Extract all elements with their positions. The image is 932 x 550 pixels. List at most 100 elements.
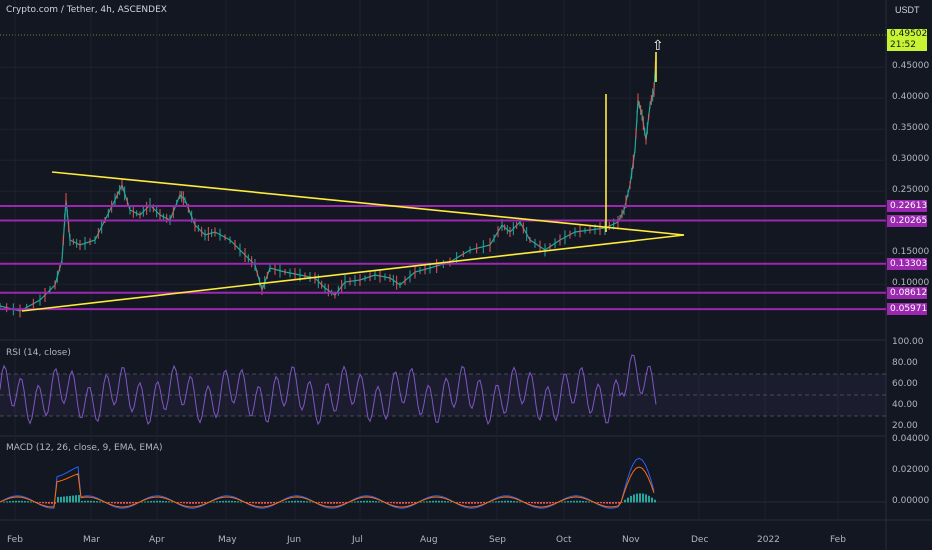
macd-histogram-bar (225, 500, 227, 503)
macd-histogram-bar (321, 502, 323, 504)
macd-histogram-bar (228, 500, 230, 503)
macd-histogram-bar (480, 502, 482, 504)
price-tick-label: 0.45000 (892, 61, 930, 72)
macd-histogram-bar (492, 501, 494, 503)
macd-histogram-bar (639, 493, 641, 503)
macd-histogram-bar (531, 502, 533, 504)
time-tick-label: Jun (287, 535, 302, 545)
macd-histogram-bar (615, 502, 617, 504)
macd-histogram-bar (609, 502, 611, 504)
macd-histogram-bar (111, 502, 113, 504)
macd-histogram-bar (336, 502, 338, 504)
macd-histogram-bar (543, 502, 545, 504)
macd-histogram-bar (66, 496, 68, 503)
macd-histogram-bar (255, 502, 257, 504)
macd-histogram-bar (342, 502, 344, 504)
macd-histogram-bar (405, 502, 407, 504)
macd-histogram-bar (303, 500, 305, 503)
macd-histogram-bar (141, 501, 143, 503)
macd-tick-label: 0.04000 (892, 434, 930, 444)
macd-histogram-bar (222, 500, 224, 503)
macd-histogram-bar (18, 500, 20, 503)
price-tick-label: 0.35000 (892, 123, 930, 134)
macd-title: MACD (12, 26, close, 9, EMA, EMA) (6, 443, 163, 453)
macd-histogram-bar (102, 501, 104, 503)
macd-histogram-bar (474, 502, 476, 504)
macd-histogram-bar (612, 502, 614, 504)
macd-histogram-bar (51, 502, 53, 504)
macd-histogram-bar (330, 502, 332, 504)
macd-histogram-bar (483, 502, 485, 504)
macd-histogram-bar (267, 502, 269, 504)
macd-histogram-bar (459, 502, 461, 504)
macd-histogram-bar (381, 501, 383, 503)
macd-histogram-bar (60, 496, 62, 503)
macd-histogram-bar (186, 502, 188, 504)
macd-histogram-bar (351, 501, 353, 503)
trendlines[interactable] (21, 52, 685, 312)
macd-histogram-bar (582, 500, 584, 503)
macd-histogram-bar (210, 501, 212, 503)
macd-histogram-bar (219, 501, 221, 503)
macd-histogram-bar (42, 502, 44, 504)
macd-histogram-bar (411, 502, 413, 504)
macd-histogram-bar (300, 500, 302, 503)
macd-histogram-bar (288, 501, 290, 503)
macd-histogram-bar (420, 501, 422, 503)
macd-histogram-bar (264, 502, 266, 504)
macd-histogram-bar (561, 501, 563, 503)
macd-histogram-bar (432, 500, 434, 503)
time-tick-label: May (218, 535, 237, 545)
macd-histogram-bar (465, 502, 467, 504)
macd-histogram-bar (84, 500, 86, 503)
macd-histogram-bar (597, 502, 599, 503)
macd-line (0, 457, 655, 509)
macd-histogram-bar (396, 502, 398, 504)
macd-histogram-bar (618, 502, 620, 504)
macd-histogram-bar (519, 501, 521, 503)
macd-histogram-bar (573, 500, 575, 503)
macd-histogram-bar (516, 501, 518, 503)
macd-histogram-bar (624, 499, 626, 503)
macd-histogram-bar (429, 501, 431, 503)
arrow-up-icon: ⇧ (652, 37, 664, 53)
macd-histogram-bar (477, 502, 479, 504)
macd-histogram-bar (234, 501, 236, 503)
macd-histogram-bar (630, 495, 632, 503)
macd-histogram-bar (201, 502, 203, 504)
macd-histogram-bar (165, 501, 167, 503)
macd-histogram-bar (48, 502, 50, 504)
macd-histogram-bar (354, 501, 356, 503)
macd-histogram-bar (339, 502, 341, 504)
macd-histogram-bar (642, 493, 644, 503)
macd-histogram-bar (114, 502, 116, 504)
macd-histogram-bar (423, 501, 425, 503)
macd-histogram-bar (294, 500, 296, 503)
macd-histogram-bar (369, 500, 371, 503)
macd-histogram-bar (528, 502, 530, 503)
macd-pane (0, 457, 886, 509)
horizontal-levels[interactable] (0, 204, 886, 311)
macd-histogram-bar (402, 502, 404, 504)
macd-histogram-bar (306, 501, 308, 503)
macd-histogram-bar (636, 493, 638, 503)
macd-histogram-bar (99, 501, 101, 503)
macd-histogram-bar (552, 502, 554, 504)
macd-histogram-bar (645, 494, 647, 503)
macd-histogram-bar (633, 494, 635, 503)
macd-histogram-bar (603, 502, 605, 504)
macd-histogram-bar (375, 501, 377, 503)
macd-histogram-bar (78, 494, 80, 503)
price-tick-label: 0.10000 (892, 278, 930, 289)
macd-histogram-bar (360, 500, 362, 503)
rsi-tick-label: 20.00 (892, 420, 918, 431)
macd-histogram-bar (276, 502, 278, 503)
level-tag: 0.05971 (887, 303, 927, 316)
rsi-tick-label: 100.00 (892, 336, 924, 347)
chart-title: Crypto.com / Tether, 4h, ASCENDEX (6, 5, 167, 15)
macd-histogram-bar (540, 502, 542, 504)
macd-histogram-bar (324, 502, 326, 504)
macd-histogram-bar (3, 501, 5, 503)
time-tick-label: Feb (830, 535, 846, 545)
